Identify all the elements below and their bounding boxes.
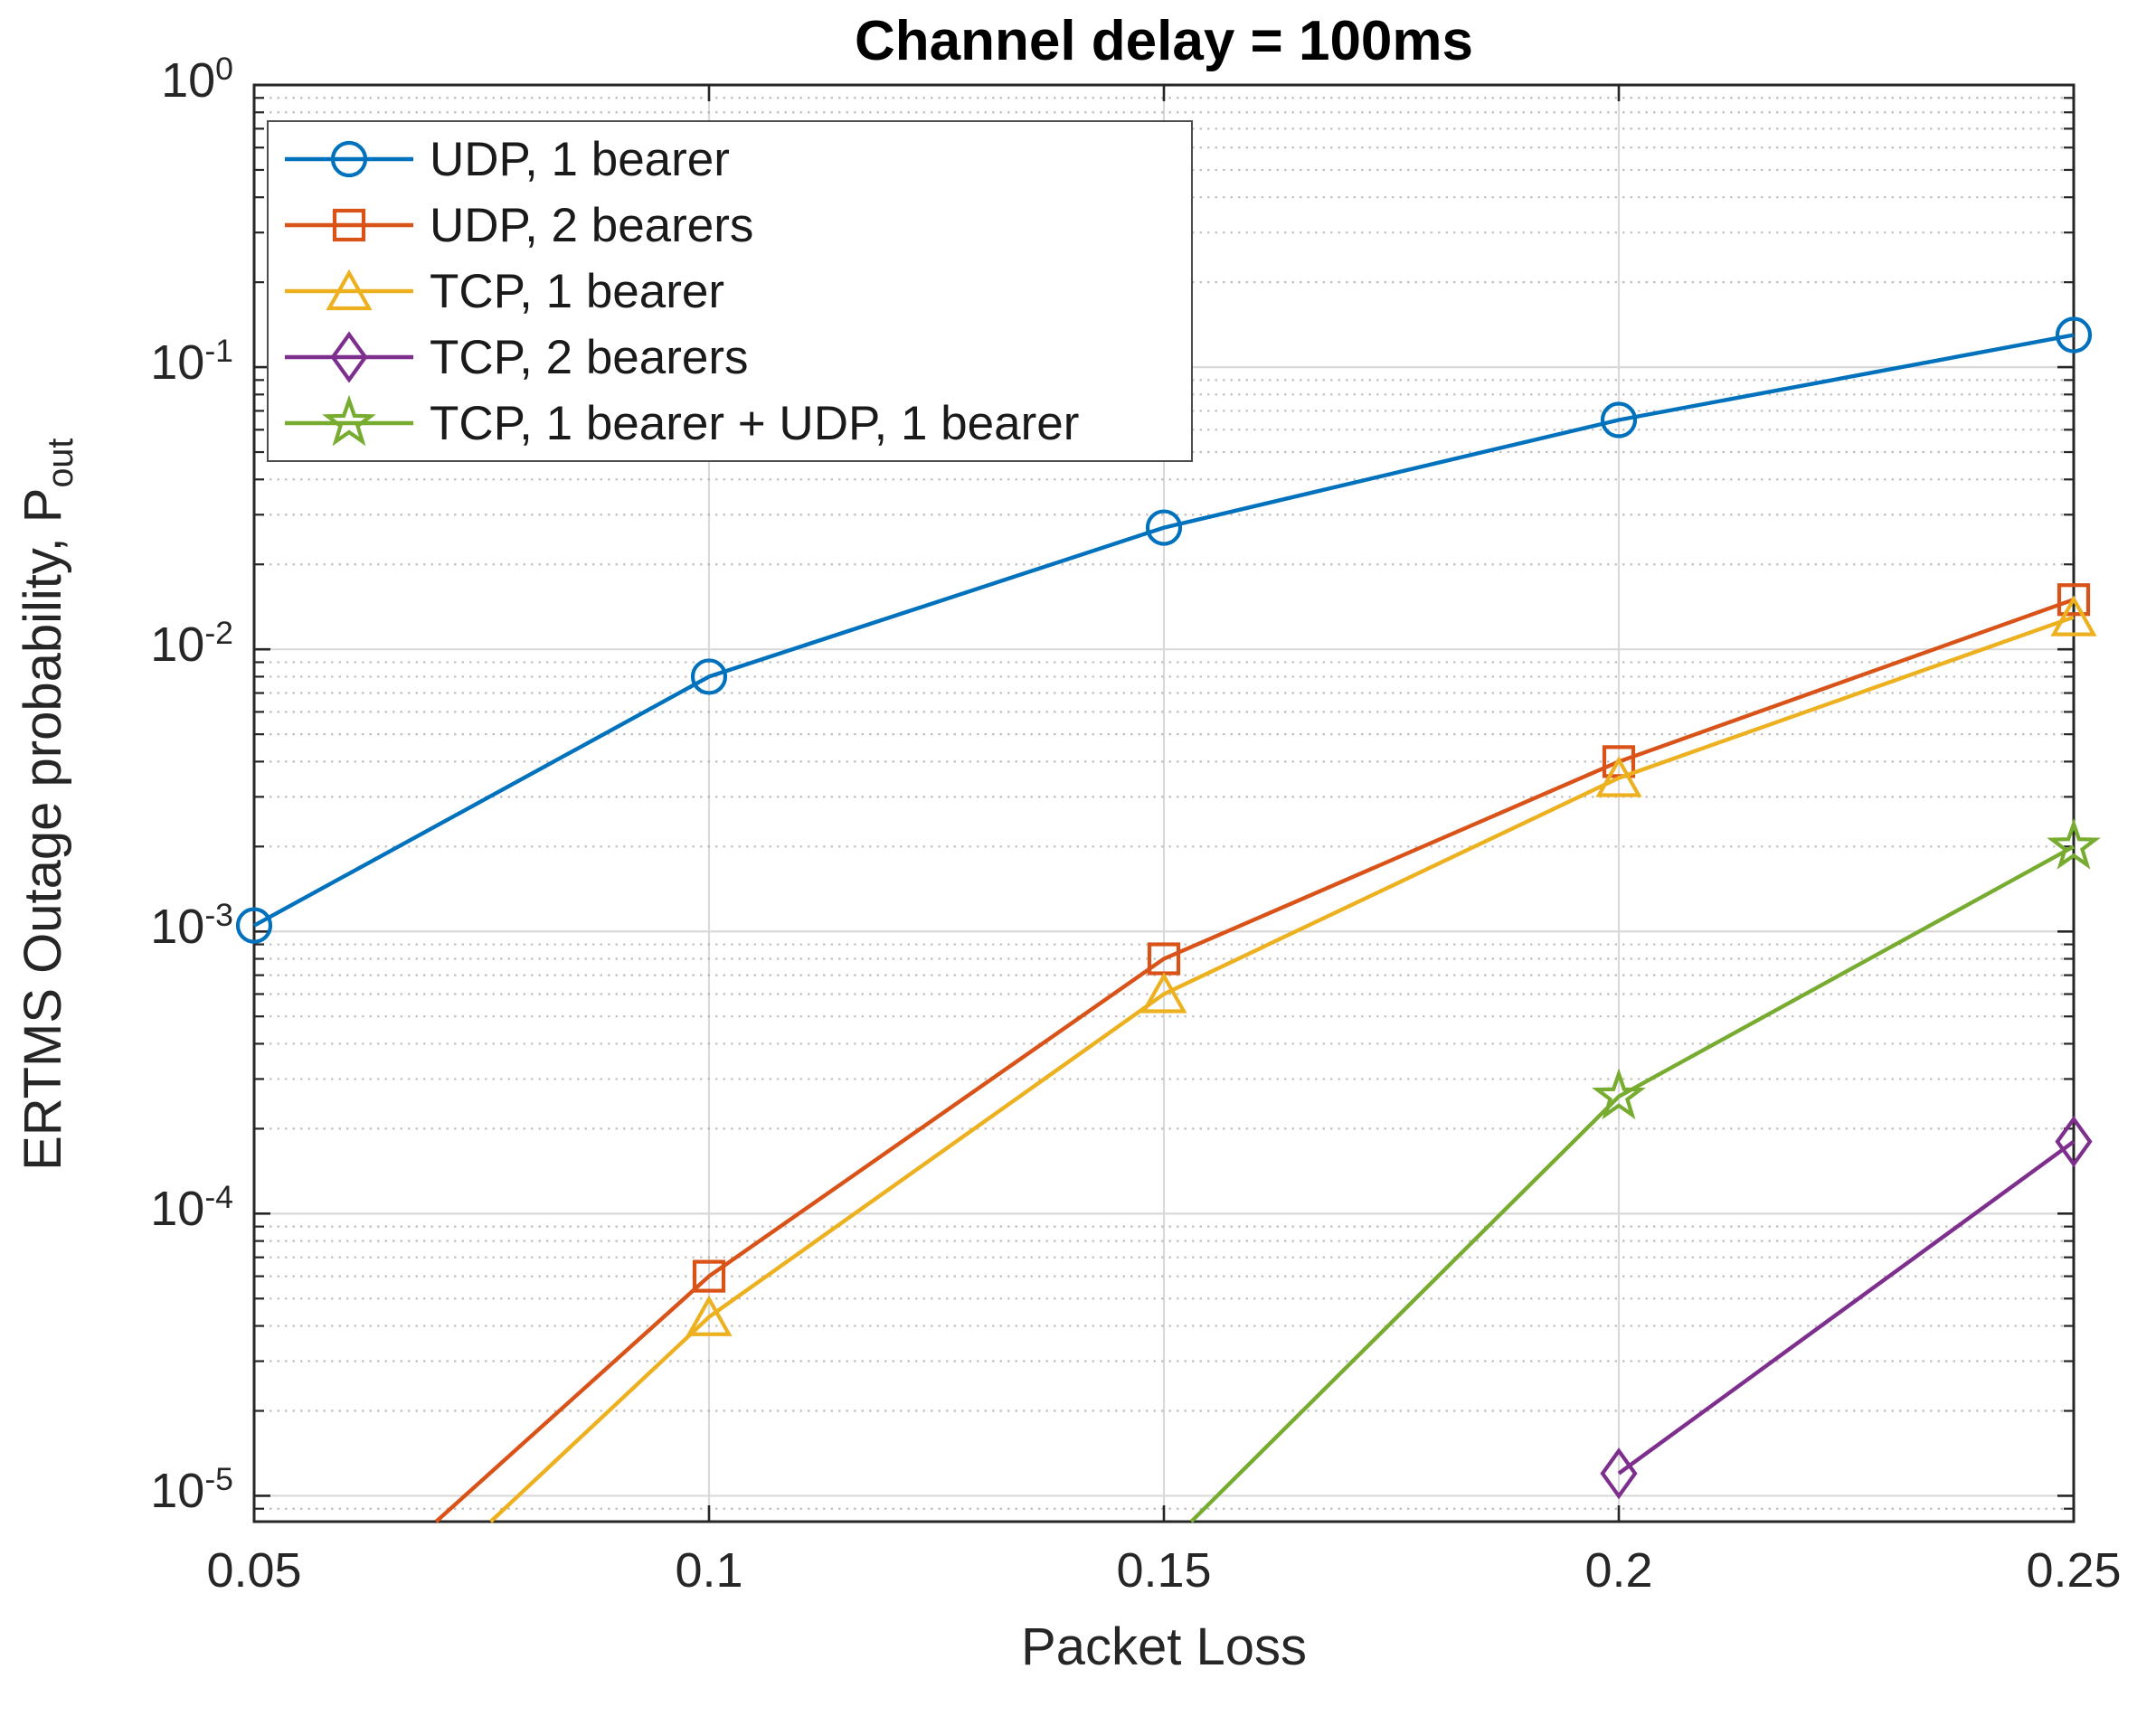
marker-triangle: [1595, 756, 1642, 797]
marker-pentagram: [322, 394, 376, 447]
legend-label: TCP, 1 bearer + UDP, 1 bearer: [430, 396, 1080, 450]
y-tick-label: 10-3: [150, 897, 233, 955]
marker-circle: [2055, 316, 2093, 354]
marker-pentagram: [1592, 1068, 1646, 1120]
legend-sample-circle: [285, 140, 413, 178]
marker-circle: [1600, 401, 1638, 438]
y-tick-label: 10-1: [150, 333, 233, 391]
legend-label: TCP, 2 bearers: [430, 330, 749, 384]
legend-sample-diamond: [285, 331, 413, 383]
marker-pentagram: [2047, 817, 2101, 870]
legend-item-1: UDP, 1 bearer: [269, 127, 1191, 193]
x-tick-label: 0.15: [1116, 1543, 1212, 1598]
series-line-2: [434, 598, 2075, 1523]
series-line-1: [252, 333, 2075, 928]
marker-circle: [235, 907, 273, 944]
x-tick-label: 0.1: [675, 1543, 743, 1598]
legend-item-5: TCP, 1 bearer + UDP, 1 bearer: [269, 391, 1191, 457]
legend: UDP, 1 bearer UDP, 2 bearers TCP, 1 bearer…: [267, 120, 1193, 462]
y-axis-label-subscript: out: [40, 438, 80, 488]
legend-item-2: UDP, 2 bearers: [269, 193, 1191, 259]
legend-sample-pentagram: [285, 394, 413, 447]
legend-item-4: TCP, 2 bearers: [269, 325, 1191, 391]
marker-square: [692, 1259, 726, 1293]
marker-circle: [690, 658, 728, 695]
y-tick-label: 10-2: [150, 615, 233, 673]
x-tick-label: 0.25: [2026, 1543, 2122, 1598]
marker-square: [332, 208, 366, 242]
y-tick-label: 100: [161, 51, 233, 108]
series-line-5: [1189, 844, 2076, 1523]
marker-triangle: [1140, 972, 1187, 1014]
series-line-3: [489, 615, 2075, 1523]
y-axis-label: ERTMS Outage probability, Pout: [13, 72, 81, 1537]
marker-square: [2057, 583, 2091, 617]
legend-label: TCP, 1 bearer: [430, 264, 725, 318]
legend-sample-triangle: [285, 269, 413, 311]
y-axis-label-text: ERTMS Outage probability, P: [14, 487, 73, 1171]
marker-triangle: [2050, 595, 2097, 636]
legend-item-3: TCP, 1 bearer: [269, 259, 1191, 325]
marker-diamond: [1600, 1447, 1638, 1500]
y-tick-label: 10-4: [150, 1179, 233, 1237]
marker-triangle: [326, 269, 373, 311]
series-line-4: [1617, 1139, 2076, 1476]
x-tick-label: 0.05: [206, 1543, 302, 1598]
chart-title: Channel delay = 100ms: [854, 10, 1474, 72]
x-axis-label: Packet Loss: [1021, 1617, 1307, 1676]
legend-label: UDP, 2 bearers: [430, 198, 754, 252]
x-tick-label: 0.2: [1584, 1543, 1653, 1598]
marker-diamond: [2055, 1116, 2093, 1168]
marker-diamond: [330, 331, 368, 383]
legend-label: UDP, 1 bearer: [430, 132, 730, 186]
marker-circle: [1145, 509, 1183, 546]
legend-sample-square: [285, 208, 413, 242]
marker-circle: [330, 140, 368, 178]
y-tick-label: 10-5: [150, 1461, 233, 1519]
marker-triangle: [686, 1295, 733, 1336]
